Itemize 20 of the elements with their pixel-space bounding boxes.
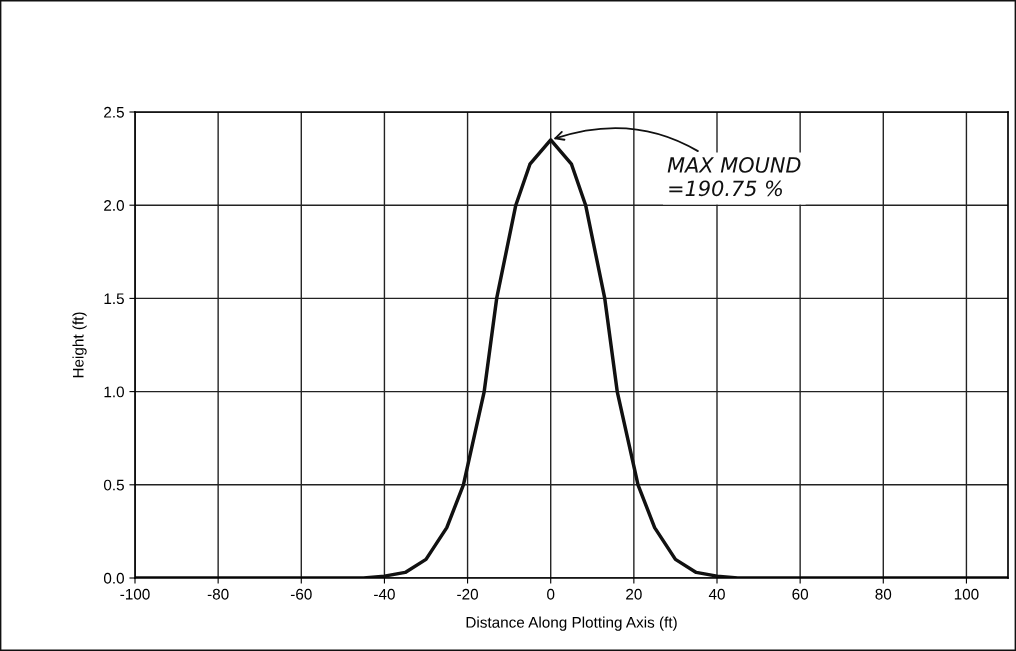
x-tick-label: 100 xyxy=(954,588,979,600)
y-tick-label: 1.5 xyxy=(104,293,124,305)
y-tick-label: 1.0 xyxy=(104,386,124,398)
x-tick-label: -40 xyxy=(374,588,395,600)
y-tick-label: 0.0 xyxy=(103,572,124,584)
y-axis-title: Height (ft) xyxy=(72,312,87,378)
x-tick-label: -20 xyxy=(457,588,479,600)
x-tick-label: 40 xyxy=(708,588,725,600)
annotation: MAX MOUND =190.75 % xyxy=(667,157,801,197)
y-tick-label: 0.5 xyxy=(103,479,124,491)
y-tick-label: 2.0 xyxy=(104,200,124,211)
x-tick-label: 0 xyxy=(547,588,555,600)
x-tick-label: -100 xyxy=(120,588,150,600)
y-tick-label: 2.5 xyxy=(104,106,124,118)
x-tick-label: 20 xyxy=(626,588,642,600)
x-tick-label: -80 xyxy=(207,588,229,600)
x-tick-label: 80 xyxy=(875,588,892,600)
x-tick-label: 60 xyxy=(792,588,809,600)
x-tick-label: -60 xyxy=(290,588,312,600)
x-axis-title: Distance Along Plotting Axis (ft) xyxy=(466,616,677,631)
